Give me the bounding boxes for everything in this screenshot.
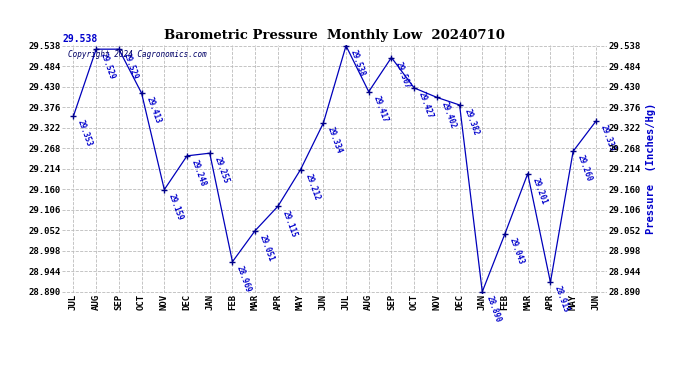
Text: 29.260: 29.260 bbox=[576, 154, 594, 183]
Text: 29.417: 29.417 bbox=[371, 94, 389, 124]
Text: 28.915: 28.915 bbox=[553, 285, 571, 314]
Text: 29.159: 29.159 bbox=[167, 192, 185, 222]
Text: 29.051: 29.051 bbox=[258, 233, 276, 262]
Text: 29.212: 29.212 bbox=[304, 172, 322, 201]
Text: 29.538: 29.538 bbox=[62, 34, 97, 44]
Text: 29.334: 29.334 bbox=[326, 126, 344, 155]
Text: 29.538: 29.538 bbox=[348, 48, 366, 78]
Text: 29.201: 29.201 bbox=[531, 177, 549, 206]
Text: 29.529: 29.529 bbox=[99, 52, 117, 81]
Text: Copyright 2024 Cagronomics.com: Copyright 2024 Cagronomics.com bbox=[68, 50, 206, 59]
Text: 29.339: 29.339 bbox=[599, 124, 617, 153]
Text: 29.413: 29.413 bbox=[144, 96, 162, 125]
Text: 29.043: 29.043 bbox=[508, 237, 526, 266]
Text: 29.353: 29.353 bbox=[76, 119, 94, 148]
Y-axis label: Pressure  (Inches/Hg): Pressure (Inches/Hg) bbox=[647, 103, 656, 234]
Text: 29.255: 29.255 bbox=[213, 156, 230, 185]
Title: Barometric Pressure  Monthly Low  20240710: Barometric Pressure Monthly Low 20240710 bbox=[164, 30, 505, 42]
Text: 29.507: 29.507 bbox=[394, 60, 412, 90]
Text: 29.427: 29.427 bbox=[417, 91, 435, 120]
Text: 29.115: 29.115 bbox=[281, 209, 299, 238]
Text: 29.402: 29.402 bbox=[440, 100, 457, 129]
Text: 29.248: 29.248 bbox=[190, 159, 208, 188]
Text: 29.529: 29.529 bbox=[121, 52, 139, 81]
Text: 28.969: 28.969 bbox=[235, 264, 253, 294]
Text: 29.382: 29.382 bbox=[462, 108, 480, 137]
Text: 28.890: 28.890 bbox=[485, 294, 503, 324]
